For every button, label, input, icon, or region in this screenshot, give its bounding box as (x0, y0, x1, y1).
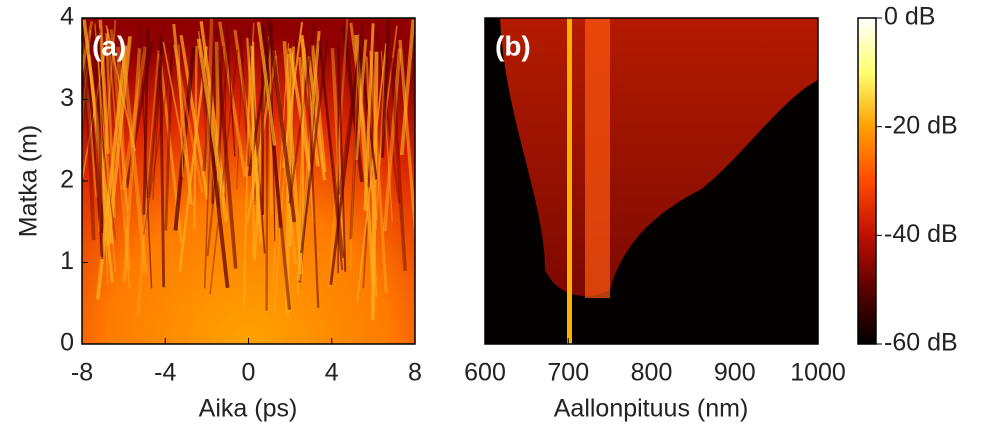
y-tick-label: 1 (60, 247, 74, 275)
panel-b-image (485, 18, 818, 344)
x-tick-label: 800 (631, 359, 673, 387)
x-tick-label: 1000 (790, 359, 846, 387)
streak (65, 55, 82, 218)
pump-line (567, 18, 572, 344)
x-tick-label: 700 (547, 359, 589, 387)
colorbar-tick-label: -40 dB (884, 220, 958, 248)
panel-label: (b) (495, 30, 531, 61)
x-axis-title: Aallonpituus (nm) (554, 395, 749, 423)
x-tick-label: 4 (325, 359, 339, 387)
colorbar-tick-label: -20 dB (884, 111, 958, 139)
x-tick-label: -8 (71, 359, 93, 387)
x-tick-label: 8 (408, 359, 422, 387)
x-tick-label: 600 (464, 359, 506, 387)
y-tick-label: 3 (60, 84, 74, 112)
colorbar-tick-label: 0 dB (884, 3, 935, 31)
colorbar (858, 18, 876, 344)
panel-a-image (64, 18, 430, 344)
x-tick-label: -4 (154, 359, 176, 387)
x-axis-title: Aika (ps) (199, 395, 298, 423)
panel-label: (a) (92, 30, 126, 61)
y-axis-title: Matka (m) (15, 125, 43, 238)
x-tick-label: 900 (714, 359, 756, 387)
y-tick-label: 4 (60, 3, 74, 31)
colorbar-tick-label: -60 dB (884, 329, 958, 357)
x-tick-label: 0 (242, 359, 256, 387)
y-tick-label: 2 (60, 166, 74, 194)
spectrum-band (585, 18, 610, 298)
y-tick-label: 0 (60, 329, 74, 357)
